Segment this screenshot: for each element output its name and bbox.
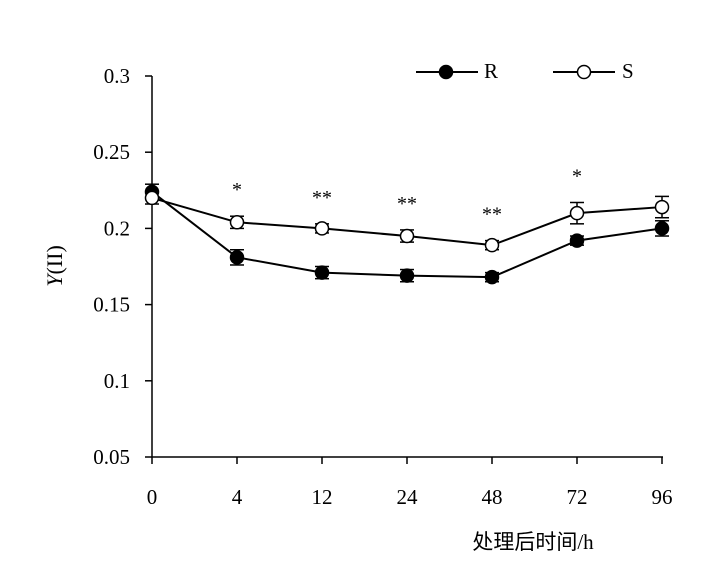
significance-marker: * [232, 179, 242, 201]
data-point-r [654, 221, 670, 236]
data-point-r [484, 269, 500, 285]
data-point-s [314, 221, 330, 236]
y-tick-label: 0.1 [104, 369, 130, 393]
significance-marker: ** [397, 193, 417, 215]
x-tick-label: 12 [312, 485, 333, 509]
x-axis-label: 处理后时间/h [472, 530, 594, 554]
y-tick-label: 0.15 [93, 293, 130, 317]
data-point-s [229, 215, 245, 230]
data-point-r [569, 233, 585, 248]
x-tick-labels: 0 4 12 24 48 72 96 [147, 485, 673, 509]
legend-label-r: R [484, 59, 498, 83]
x-tick-label: 72 [567, 485, 588, 509]
legend-marker-r [438, 64, 454, 80]
series-group [144, 183, 670, 285]
legend-marker-s [576, 64, 592, 80]
data-point-s [484, 237, 500, 253]
y-tick-labels: 0.3 0.25 0.2 0.15 0.1 0.05 [93, 64, 130, 469]
significance-marker: ** [312, 187, 332, 209]
legend-item-s: S [553, 59, 634, 83]
y-axis-label: Y(II) [42, 245, 67, 287]
data-point-s [399, 228, 415, 244]
series-s [144, 190, 670, 253]
significance-labels: * ** ** *** [232, 165, 582, 225]
legend-label-s: S [622, 59, 634, 83]
legend: R S [416, 59, 634, 83]
significance-marker: * [572, 165, 582, 187]
y-tick-label: 0.3 [104, 64, 130, 88]
axes [145, 75, 663, 464]
x-tick-label: 0 [147, 485, 158, 509]
x-tick-label: 48 [482, 485, 503, 509]
y-tick-label: 0.05 [93, 445, 130, 469]
significance-marker: ** [482, 204, 502, 226]
y-tick-label: 0.25 [93, 140, 130, 164]
x-tick-label: 24 [397, 485, 419, 509]
data-point-s [144, 190, 160, 206]
y-tick-label: 0.2 [104, 216, 130, 240]
data-point-r [399, 268, 415, 283]
legend-item-r: R [416, 59, 498, 83]
data-point-s [569, 205, 585, 221]
data-point-r [229, 250, 245, 265]
x-tick-label: 96 [652, 485, 673, 509]
x-tick-label: 4 [232, 485, 243, 509]
data-point-s [654, 199, 670, 215]
data-point-r [314, 265, 330, 280]
